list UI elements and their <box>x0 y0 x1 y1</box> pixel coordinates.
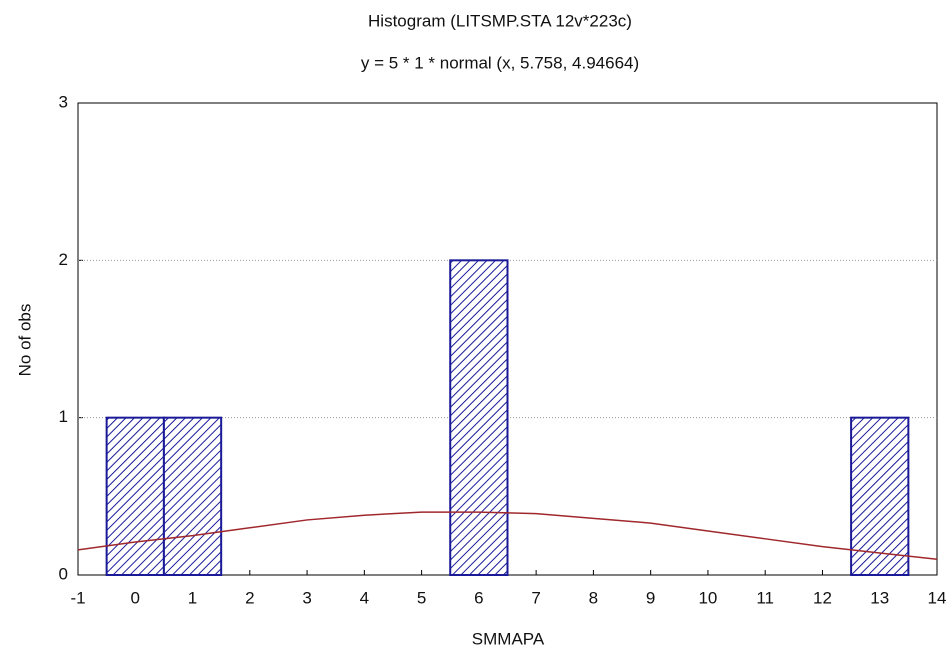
x-tick-label: 6 <box>474 588 483 607</box>
chart-subtitle: y = 5 * 1 * normal (x, 5.758, 4.94664) <box>361 53 639 72</box>
x-axis-label: SMMAPA <box>472 629 545 648</box>
bar <box>105 416 165 576</box>
y-tick-label: 2 <box>59 250 68 269</box>
chart-title: Histogram (LITSMP.STA 12v*223c) <box>368 11 632 30</box>
y-tick-label: 3 <box>59 92 68 111</box>
bar <box>449 259 509 576</box>
bar <box>162 416 223 576</box>
x-tick-label: 11 <box>756 588 774 607</box>
x-tick-label: 3 <box>302 588 311 607</box>
y-tick-label: 1 <box>59 407 68 426</box>
x-tick-label: 13 <box>870 588 889 607</box>
x-tick-label: 12 <box>813 588 832 607</box>
x-tick-label: 5 <box>417 588 426 607</box>
x-tick-label: 7 <box>531 588 540 607</box>
x-tick-label: 14 <box>928 588 947 607</box>
y-tick-label: 0 <box>59 564 68 583</box>
y-axis-label: No of obs <box>15 304 34 377</box>
x-tick-label: 9 <box>646 588 655 607</box>
x-tick-label: -1 <box>70 588 85 607</box>
x-tick-label: 4 <box>360 588 369 607</box>
x-tick-label: 10 <box>698 588 717 607</box>
x-tick-label: 2 <box>245 588 254 607</box>
x-tick-label: 8 <box>589 588 598 607</box>
normal-curve <box>77 511 938 561</box>
bar <box>850 416 910 576</box>
x-tick-label: 1 <box>188 588 197 607</box>
x-tick-label: 0 <box>131 588 140 607</box>
